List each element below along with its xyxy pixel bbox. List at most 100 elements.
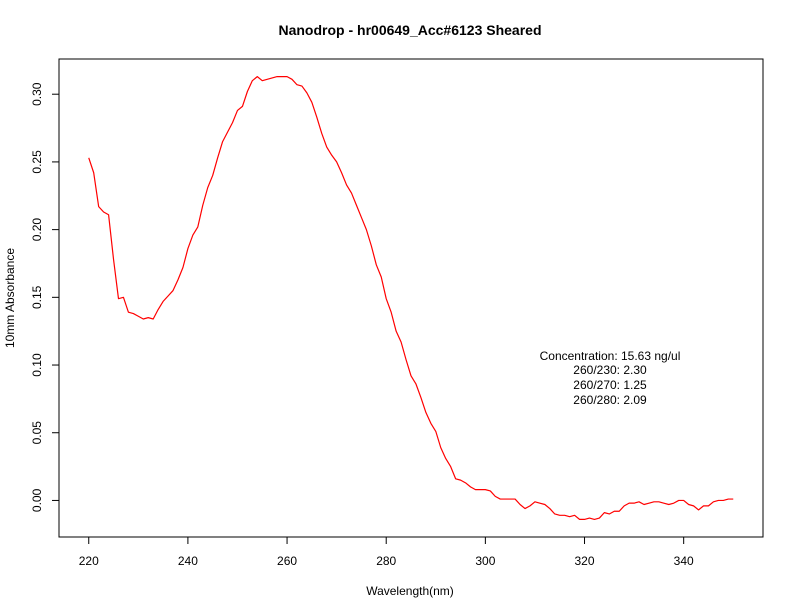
y-tick-label: 0.25: [30, 150, 44, 174]
data-point: [311, 102, 312, 103]
data-point: [381, 276, 382, 277]
data-point: [336, 161, 337, 162]
data-point: [584, 519, 585, 520]
x-tick-label: 260: [277, 554, 297, 568]
data-point: [267, 79, 268, 80]
data-point: [163, 301, 164, 302]
data-point: [515, 498, 516, 499]
data-point: [257, 76, 258, 77]
data-point: [227, 132, 228, 133]
data-point: [629, 503, 630, 504]
data-point: [396, 331, 397, 332]
data-point: [103, 211, 104, 212]
data-point: [197, 226, 198, 227]
data-point: [490, 490, 491, 491]
x-tick-label: 220: [79, 554, 99, 568]
y-axis: 0.00 0.05 0.10 0.15 0.20 0.25 0.30: [30, 82, 60, 512]
data-point: [212, 175, 213, 176]
data-point: [371, 245, 372, 246]
x-tick-label: 280: [376, 554, 396, 568]
data-point: [668, 504, 669, 505]
data-point: [376, 264, 377, 265]
y-tick-label: 0.05: [30, 421, 44, 445]
data-point: [167, 295, 168, 296]
data-point: [544, 504, 545, 505]
data-point: [341, 172, 342, 173]
data-point: [232, 122, 233, 123]
data-point: [728, 498, 729, 499]
data-point: [574, 515, 575, 516]
data-point: [718, 500, 719, 501]
data-point: [653, 501, 654, 502]
data-point: [599, 517, 600, 518]
data-point: [405, 359, 406, 360]
data-point: [242, 106, 243, 107]
data-point: [683, 500, 684, 501]
data-point: [400, 341, 401, 342]
y-tick-label: 0.10: [30, 353, 44, 377]
data-point: [524, 508, 525, 509]
y-tick-label: 0.00: [30, 488, 44, 512]
data-point: [663, 503, 664, 504]
data-point: [192, 234, 193, 235]
data-point: [549, 508, 550, 509]
chart-title: Nanodrop - hr00649_Acc#6123 Sheared: [278, 22, 541, 38]
data-point: [306, 92, 307, 93]
data-point: [366, 229, 367, 230]
annotation-ratio-260-280: 260/280: 2.09: [573, 393, 647, 407]
data-point: [485, 489, 486, 490]
y-tick-label: 0.15: [30, 285, 44, 309]
data-point: [559, 515, 560, 516]
data-point: [539, 503, 540, 504]
data-point: [723, 500, 724, 501]
data-point: [604, 512, 605, 513]
data-point: [658, 501, 659, 502]
data-point: [579, 519, 580, 520]
data-point: [465, 482, 466, 483]
data-point: [172, 290, 173, 291]
data-point: [505, 498, 506, 499]
data-point: [326, 146, 327, 147]
data-point: [569, 516, 570, 517]
data-point: [633, 503, 634, 504]
data-point: [148, 317, 149, 318]
data-point: [643, 504, 644, 505]
annotation-concentration: Concentration: 15.63 ng/ul: [540, 349, 681, 363]
data-point: [123, 297, 124, 298]
y-tick-label: 0.30: [30, 82, 44, 106]
data-point: [143, 318, 144, 319]
data-point: [564, 515, 565, 516]
data-point: [624, 505, 625, 506]
x-tick-label: 240: [178, 554, 198, 568]
data-point: [262, 80, 263, 81]
data-point: [594, 519, 595, 520]
data-point: [391, 312, 392, 313]
x-axis: 220 240 260 280 300 320 340: [79, 536, 694, 568]
data-point: [480, 489, 481, 490]
data-point: [118, 298, 119, 299]
data-point: [187, 248, 188, 249]
data-point: [435, 431, 436, 432]
data-point: [638, 501, 639, 502]
data-point: [619, 511, 620, 512]
data-point: [281, 76, 282, 77]
data-point: [331, 155, 332, 156]
data-point: [202, 205, 203, 206]
data-point: [301, 85, 302, 86]
data-point: [529, 505, 530, 506]
data-point: [252, 80, 253, 81]
data-point: [93, 172, 94, 173]
y-axis-label: 10mm Absorbance: [3, 248, 17, 348]
data-point: [177, 279, 178, 280]
data-point: [733, 498, 734, 499]
data-point: [410, 375, 411, 376]
data-point: [703, 505, 704, 506]
data-point: [88, 157, 89, 158]
data-point: [534, 501, 535, 502]
data-point: [361, 217, 362, 218]
data-point: [554, 513, 555, 514]
data-point: [316, 117, 317, 118]
data-point: [138, 316, 139, 317]
data-point: [237, 110, 238, 111]
